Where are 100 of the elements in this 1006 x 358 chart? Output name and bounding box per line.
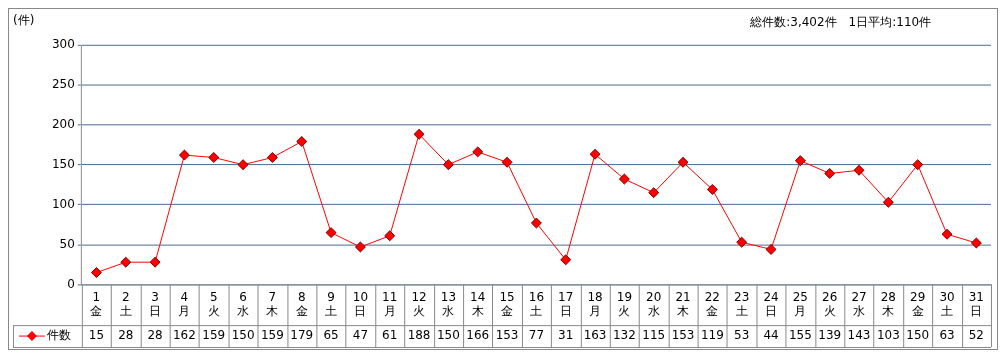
point bbox=[266, 152, 278, 163]
y-tick-label: 100 bbox=[51, 196, 75, 211]
point bbox=[560, 254, 572, 266]
y-axis-title: (件) bbox=[12, 13, 35, 28]
legend-label: 件数 bbox=[46, 328, 71, 343]
data-label: 115 bbox=[642, 328, 666, 343]
point bbox=[208, 152, 220, 163]
x-tick-label: 13 水 bbox=[440, 289, 457, 319]
data-label: 162 bbox=[172, 328, 196, 343]
x-tick-label: 6 水 bbox=[237, 289, 250, 319]
data-label: 44 bbox=[763, 328, 779, 343]
point bbox=[912, 159, 924, 171]
text: 総件数:3,402件 1日平均:110件 bbox=[749, 15, 932, 30]
point bbox=[149, 256, 161, 268]
data-label: 77 bbox=[528, 328, 544, 343]
data-label: 159 bbox=[202, 328, 226, 343]
data-label: 53 bbox=[734, 328, 750, 343]
x-tick-label: 25 月 bbox=[792, 289, 808, 319]
y-tick-label: 300 bbox=[51, 36, 75, 51]
x-tick-label: 2 土 bbox=[119, 289, 132, 319]
data-label: 143 bbox=[847, 328, 871, 343]
point bbox=[941, 228, 953, 240]
y-tick-label: 50 bbox=[59, 236, 75, 251]
x-tick-label: 17 日 bbox=[558, 289, 574, 319]
point bbox=[178, 149, 190, 161]
point bbox=[354, 241, 366, 253]
data-label: 179 bbox=[290, 328, 314, 343]
x-tick-label: 14 木 bbox=[470, 289, 486, 319]
data-label: 163 bbox=[583, 328, 607, 343]
point bbox=[706, 183, 718, 195]
point bbox=[120, 256, 132, 268]
data-label: 52 bbox=[968, 328, 984, 343]
point bbox=[442, 159, 454, 171]
x-tick-label: 20 水 bbox=[646, 289, 662, 319]
x-tick-label: 7 木 bbox=[266, 289, 279, 319]
data-label: 63 bbox=[939, 328, 955, 343]
x-tick-label: 27 水 bbox=[851, 289, 867, 319]
x-tick-label: 28 木 bbox=[880, 289, 896, 319]
x-tick-label: 15 金 bbox=[499, 289, 515, 319]
point bbox=[90, 267, 102, 279]
point bbox=[413, 128, 425, 140]
x-tick-label: 3 日 bbox=[149, 289, 162, 319]
point bbox=[736, 236, 748, 248]
x-tick-label: 8 金 bbox=[295, 289, 308, 319]
data-label: 28 bbox=[147, 328, 163, 343]
data-label: 28 bbox=[118, 328, 134, 343]
point bbox=[677, 156, 689, 168]
point bbox=[472, 146, 484, 158]
x-tick-label: 30 土 bbox=[939, 289, 955, 319]
x-tick-label: 1 金 bbox=[90, 289, 103, 319]
x-tick-label: 9 土 bbox=[325, 289, 338, 319]
point bbox=[589, 148, 601, 160]
data-label: 139 bbox=[818, 328, 842, 343]
data-label: 153 bbox=[495, 328, 519, 343]
data-label: 150 bbox=[906, 328, 930, 343]
x-tick-label: 21 木 bbox=[675, 289, 691, 319]
y-tick-label: 250 bbox=[51, 76, 75, 91]
point bbox=[384, 230, 396, 242]
y-tick-label: 200 bbox=[51, 116, 75, 131]
x-tick-label: 18 月 bbox=[587, 289, 603, 319]
point bbox=[970, 237, 982, 249]
y-tick-label: 150 bbox=[51, 156, 75, 171]
x-tick-label: 12 火 bbox=[411, 289, 427, 319]
x-tick-label: 10 日 bbox=[352, 289, 369, 319]
x-tick-label: 31 日 bbox=[968, 289, 984, 319]
data-label: 166 bbox=[466, 328, 490, 343]
data-label: 15 bbox=[88, 328, 105, 343]
data-label: 150 bbox=[436, 328, 460, 343]
x-tick-label: 23 土 bbox=[734, 289, 750, 319]
point bbox=[882, 196, 894, 208]
point bbox=[794, 155, 806, 167]
data-label: 65 bbox=[323, 328, 339, 343]
x-tick-label: 24 日 bbox=[763, 289, 779, 319]
point bbox=[765, 243, 777, 255]
y-tick-label: 0 bbox=[67, 276, 75, 291]
data-label: 150 bbox=[231, 328, 255, 343]
data-label: 132 bbox=[612, 328, 636, 343]
data-label: 119 bbox=[700, 328, 724, 343]
x-tick-label: 26 火 bbox=[822, 289, 838, 319]
point bbox=[618, 173, 630, 185]
point bbox=[853, 164, 865, 176]
point bbox=[296, 136, 308, 147]
point bbox=[530, 217, 542, 229]
x-tick-label: 29 金 bbox=[910, 289, 926, 319]
data-label: 188 bbox=[407, 328, 431, 343]
point bbox=[824, 168, 836, 179]
x-tick-label: 16 土 bbox=[528, 289, 544, 319]
data-label: 31 bbox=[558, 328, 574, 343]
x-tick-label: 4 月 bbox=[178, 289, 191, 319]
data-label: 155 bbox=[788, 328, 812, 343]
point bbox=[325, 227, 337, 239]
data-label: 47 bbox=[352, 328, 369, 343]
data-label: 153 bbox=[671, 328, 695, 343]
data-label: 61 bbox=[382, 328, 398, 343]
point bbox=[237, 159, 249, 171]
data-label: 103 bbox=[876, 328, 900, 343]
point bbox=[501, 156, 513, 168]
x-tick-label: 22 金 bbox=[704, 289, 720, 319]
data-label: 159 bbox=[260, 328, 284, 343]
x-tick-label: 19 火 bbox=[616, 289, 632, 319]
